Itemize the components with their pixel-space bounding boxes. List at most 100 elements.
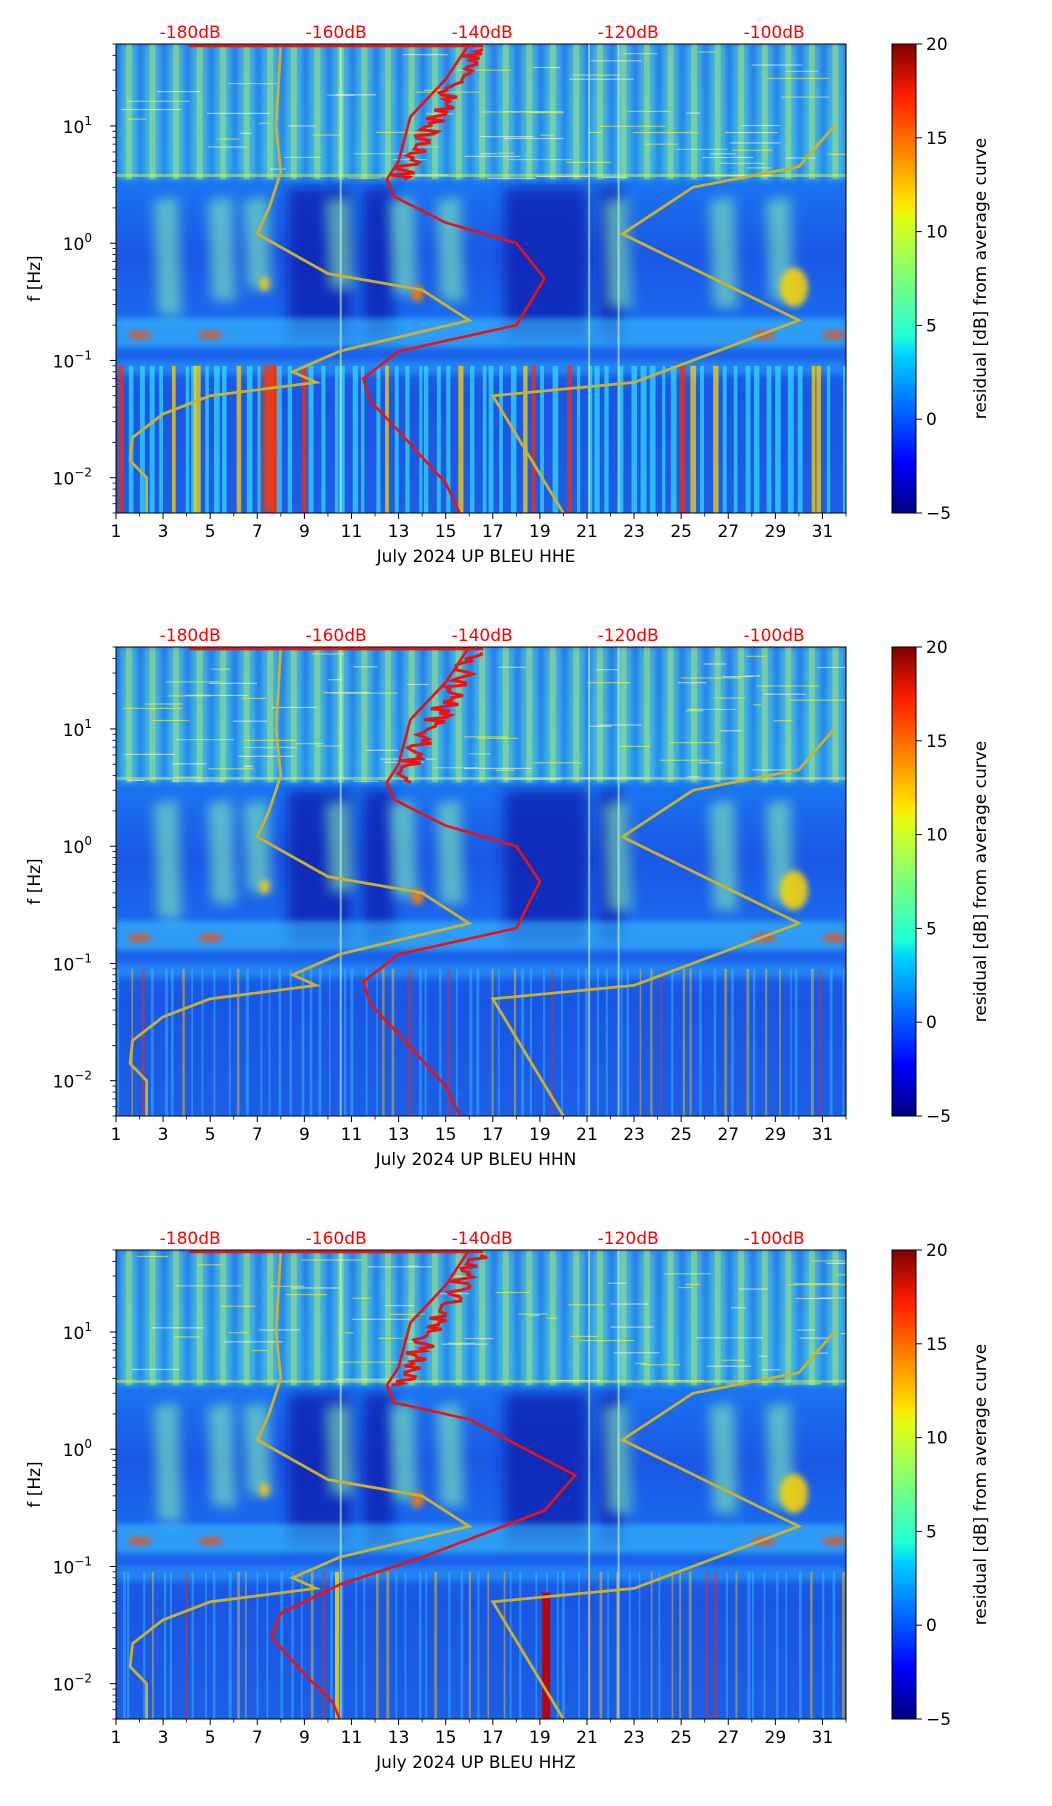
transient-line bbox=[540, 365, 544, 513]
noise-speckle bbox=[175, 1285, 242, 1287]
average-curve bbox=[361, 44, 547, 513]
noise-speckle bbox=[124, 753, 175, 755]
transient-line bbox=[509, 1571, 512, 1719]
persistent-line bbox=[588, 1250, 591, 1719]
noise-speckle bbox=[640, 1364, 680, 1366]
noise-speckle bbox=[498, 666, 526, 668]
transient-line bbox=[724, 968, 728, 1116]
transient-line bbox=[785, 1571, 788, 1719]
storm-plume bbox=[153, 196, 182, 317]
noise-speckle bbox=[328, 679, 343, 681]
transient-strong bbox=[263, 365, 276, 513]
noise-speckle bbox=[838, 1262, 846, 1265]
persistent-line bbox=[617, 44, 620, 513]
daily-noise-stripe bbox=[755, 647, 774, 783]
transient-line bbox=[529, 968, 532, 1116]
noise-speckle bbox=[705, 174, 772, 177]
daily-noise-core bbox=[243, 44, 250, 180]
transient-line bbox=[419, 365, 423, 513]
daily-noise-core bbox=[479, 647, 486, 783]
noise-speckle bbox=[685, 710, 704, 712]
noise-speckle bbox=[569, 78, 634, 80]
quiet-band bbox=[504, 1393, 587, 1546]
transient-line bbox=[289, 968, 292, 1116]
daily-noise-stripe bbox=[496, 1250, 515, 1386]
noise-speckle bbox=[533, 762, 582, 764]
noise-speckle bbox=[678, 682, 707, 684]
db-scale-label: -100dB bbox=[744, 626, 805, 646]
noise-speckle bbox=[744, 675, 760, 677]
noise-speckle bbox=[699, 51, 716, 53]
noise-speckle bbox=[131, 1368, 180, 1371]
y-tick-label: 100 bbox=[63, 1437, 92, 1461]
daily-noise-stripe bbox=[284, 44, 303, 180]
noise-speckle bbox=[352, 780, 379, 782]
transient-line bbox=[391, 968, 395, 1116]
daily-noise-stripe bbox=[167, 647, 186, 783]
noise-speckle bbox=[632, 131, 699, 134]
storm-plume bbox=[389, 799, 418, 899]
daily-noise-stripe bbox=[308, 647, 327, 783]
daily-noise-core bbox=[644, 647, 651, 783]
x-tick-label: 1 bbox=[111, 1125, 122, 1145]
daily-noise-core bbox=[832, 647, 839, 783]
daily-noise-core bbox=[384, 44, 391, 180]
daily-noise-stripe bbox=[261, 647, 280, 783]
noise-speckle bbox=[232, 720, 268, 722]
high-noise-model-curve bbox=[490, 125, 836, 513]
noise-speckle bbox=[681, 677, 741, 679]
transient-line bbox=[355, 1571, 358, 1719]
transient-line bbox=[191, 1571, 194, 1719]
transient-line bbox=[318, 968, 322, 1116]
x-tick-label: 3 bbox=[158, 522, 169, 542]
transient-line bbox=[662, 365, 666, 513]
storm-plume bbox=[153, 799, 182, 920]
noise-speckle bbox=[136, 1255, 168, 1258]
x-tick-label: 9 bbox=[299, 1728, 310, 1748]
transient-line bbox=[585, 968, 588, 1116]
transient-line bbox=[713, 968, 717, 1116]
transient-line bbox=[159, 365, 163, 513]
daily-noise-core bbox=[808, 44, 815, 180]
transient-line bbox=[794, 968, 798, 1116]
y-tick-label: 10−1 bbox=[53, 951, 92, 975]
colorbar-tick-label: 20 bbox=[926, 638, 948, 658]
noise-speckle bbox=[197, 1264, 223, 1266]
transient-line bbox=[650, 1571, 653, 1719]
colorbar-tick-label: 20 bbox=[926, 35, 948, 55]
daily-noise-core bbox=[526, 1250, 533, 1386]
y-tick-label: 10−2 bbox=[53, 1672, 92, 1696]
noise-speckle bbox=[487, 177, 536, 179]
microseism-hotspot bbox=[127, 1536, 152, 1545]
transient-line bbox=[151, 1571, 154, 1719]
transient-line bbox=[260, 968, 263, 1116]
noise-speckle bbox=[610, 1303, 649, 1305]
noise-speckle bbox=[495, 1291, 531, 1294]
transient-line bbox=[165, 968, 168, 1116]
daily-noise-core bbox=[149, 44, 156, 180]
transient-line bbox=[350, 968, 354, 1116]
daily-noise-core bbox=[620, 647, 627, 783]
daily-noise-stripe bbox=[190, 647, 209, 783]
noise-speckle bbox=[367, 1266, 433, 1268]
x-tick-label: 27 bbox=[717, 522, 739, 542]
noise-speckle bbox=[713, 697, 746, 699]
noise-speckle bbox=[480, 153, 497, 155]
persistent-line bbox=[588, 647, 591, 1116]
colorbar-tick-label: 5 bbox=[926, 1522, 937, 1542]
colorbar-tick-label: 15 bbox=[926, 129, 948, 149]
daily-noise-stripe bbox=[214, 647, 233, 783]
noise-speckle bbox=[404, 1341, 414, 1343]
daily-noise-core bbox=[738, 44, 745, 180]
transient-line bbox=[122, 1571, 126, 1719]
noise-speckle bbox=[353, 666, 378, 668]
transient-line bbox=[246, 365, 253, 513]
noise-speckle bbox=[619, 745, 651, 748]
daily-noise-stripe bbox=[237, 647, 256, 783]
transient-line bbox=[503, 1571, 506, 1719]
microseism-hotspot bbox=[198, 330, 223, 339]
transient-line bbox=[287, 365, 293, 513]
transient-line bbox=[671, 1571, 674, 1719]
transient-line bbox=[660, 968, 663, 1116]
